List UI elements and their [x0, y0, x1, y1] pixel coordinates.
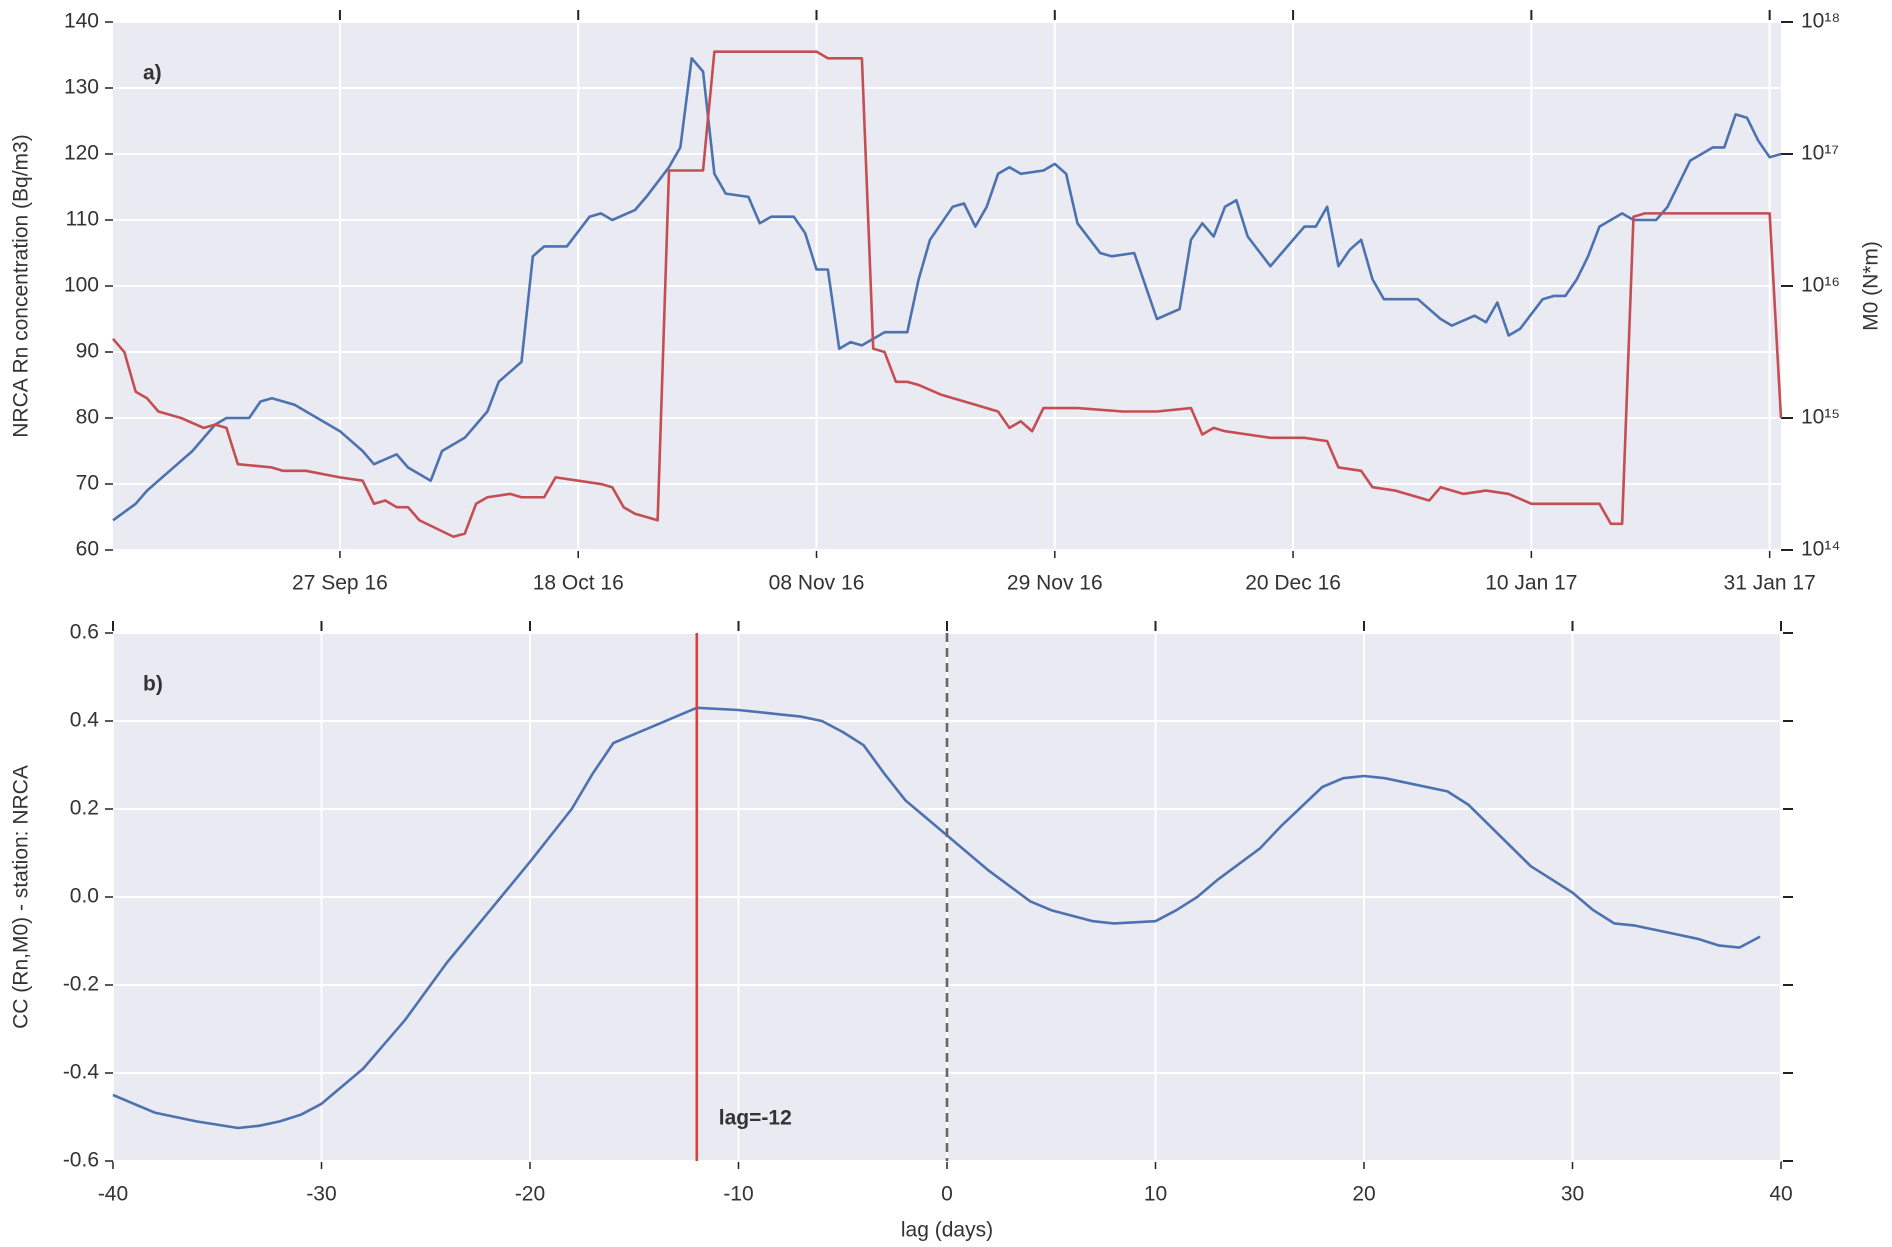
- x-tick-label: 29 Nov 16: [1007, 572, 1103, 595]
- x-tick-label: 27 Sep 16: [292, 572, 388, 595]
- y-tick-label: -0.4: [63, 1061, 100, 1084]
- y2-axis-label: M0 (N*m): [1860, 241, 1883, 331]
- y2-tick-label: 10¹⁶: [1801, 274, 1840, 297]
- x-tick-label: 10: [1144, 1183, 1167, 1206]
- y2-tick-label: 10¹⁴: [1801, 538, 1840, 561]
- y-tick-label: 0.0: [70, 885, 99, 908]
- y2-tick-label: 10¹⁷: [1801, 142, 1839, 165]
- panel-label: b): [143, 673, 163, 696]
- y-tick-label: 0.6: [70, 621, 99, 644]
- x-tick-label: 08 Nov 16: [769, 572, 865, 595]
- reference-label: lag=-12: [719, 1107, 792, 1130]
- x-tick-label: -20: [515, 1183, 545, 1206]
- y-tick-label: 130: [64, 76, 99, 99]
- y-tick-label: -0.6: [63, 1149, 99, 1172]
- y-tick-label: 0.4: [70, 709, 100, 732]
- data-line: [112, 50, 1783, 539]
- y-tick-label: 80: [76, 406, 99, 429]
- x-tick-label: 31 Jan 17: [1724, 572, 1816, 595]
- x-tick-label: 40: [1769, 1183, 1792, 1206]
- y-tick-label: 140: [64, 10, 99, 33]
- x-tick-label: 20: [1352, 1183, 1375, 1206]
- y-tick-label: 120: [64, 142, 99, 165]
- data-line: [112, 57, 1782, 522]
- y2-tick-label: 10¹⁸: [1801, 10, 1840, 33]
- y-tick-label: 100: [64, 274, 99, 297]
- y-axis-label: CC (Rn,M0) - station: NRCA: [10, 765, 33, 1029]
- y-tick-label: 0.2: [70, 797, 99, 820]
- y2-tick-label: 10¹⁵: [1801, 406, 1840, 429]
- y-tick-label: -0.2: [63, 973, 99, 996]
- y-axis-label: NRCA Rn concentration (Bq/m3): [10, 134, 33, 437]
- x-tick-label: 18 Oct 16: [533, 572, 624, 595]
- y-tick-label: 90: [76, 340, 99, 363]
- y-tick-label: 110: [66, 208, 99, 231]
- x-tick-label: 30: [1561, 1183, 1584, 1206]
- panel-label: a): [143, 62, 162, 85]
- x-tick-label: 0: [941, 1183, 953, 1206]
- x-tick-label: -10: [723, 1183, 753, 1206]
- x-tick-label: -30: [306, 1183, 336, 1206]
- x-tick-label: -40: [98, 1183, 128, 1206]
- y-tick-label: 60: [76, 538, 99, 561]
- y-tick-label: 70: [76, 472, 99, 495]
- x-tick-label: 10 Jan 17: [1485, 572, 1577, 595]
- x-axis-label: lag (days): [901, 1219, 993, 1242]
- x-tick-label: 20 Dec 16: [1245, 572, 1341, 595]
